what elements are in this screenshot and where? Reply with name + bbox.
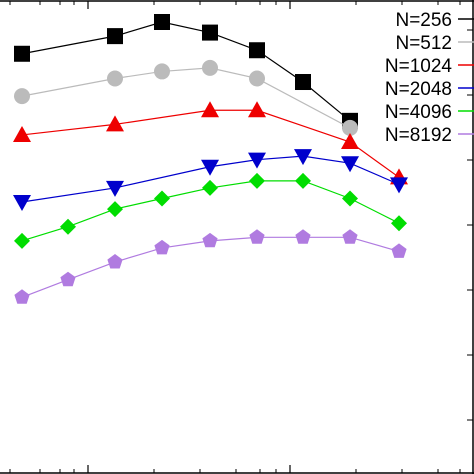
data-point (13, 125, 31, 142)
data-point (342, 119, 358, 136)
legend-label: N=4096 (385, 102, 452, 123)
data-point (154, 239, 170, 255)
legend-item: N=4096 (385, 102, 474, 123)
data-point (202, 179, 218, 196)
data-point (107, 254, 123, 269)
legend-label: N=1024 (385, 56, 453, 77)
legend-item: N=256 (395, 10, 474, 31)
legend-label: N=256 (395, 10, 452, 31)
data-point (391, 215, 407, 232)
data-point (14, 232, 30, 249)
data-point (342, 229, 358, 244)
data-point (248, 101, 266, 118)
data-point (294, 149, 312, 166)
series-n-256 (14, 14, 358, 129)
series-line (21, 67, 351, 129)
data-point (60, 218, 76, 235)
legend-label: N=512 (395, 33, 452, 54)
data-point (60, 271, 76, 287)
data-point (295, 74, 311, 91)
data-point (201, 159, 219, 176)
legend-item: N=2048 (385, 79, 474, 100)
data-point (13, 195, 31, 212)
data-point (341, 133, 359, 150)
data-point (341, 156, 359, 173)
data-point (154, 63, 170, 80)
series-n-8192 (14, 229, 407, 304)
legend-label: N=2048 (385, 79, 452, 100)
data-point (154, 14, 170, 30)
series-n-512 (14, 59, 358, 136)
data-point (249, 229, 265, 244)
legend-label: N=8192 (385, 125, 452, 146)
data-point (202, 24, 218, 41)
data-point (14, 289, 30, 304)
data-point (107, 201, 123, 218)
data-point (202, 232, 218, 248)
data-point (249, 70, 265, 87)
data-point (390, 177, 408, 194)
data-point (248, 152, 266, 169)
series-line (21, 21, 351, 122)
data-point (107, 70, 123, 87)
data-point (106, 180, 124, 197)
data-point (295, 229, 311, 244)
data-point (107, 28, 123, 45)
data-point (14, 45, 30, 62)
data-point (249, 42, 265, 59)
data-point (202, 59, 218, 76)
data-point (295, 172, 311, 189)
data-point (14, 88, 30, 105)
data-point (342, 190, 358, 207)
legend-item: N=1024 (385, 56, 474, 77)
series-n-1024 (13, 101, 408, 185)
series-layer (13, 14, 408, 304)
data-point (391, 243, 407, 258)
legend-item: N=512 (395, 33, 474, 54)
data-point (249, 172, 265, 189)
legend-item: N=8192 (385, 125, 474, 146)
data-point (201, 101, 219, 118)
series-n-4096 (14, 172, 407, 249)
data-point (106, 115, 124, 132)
series-n-2048 (13, 149, 408, 212)
data-point (154, 190, 170, 207)
